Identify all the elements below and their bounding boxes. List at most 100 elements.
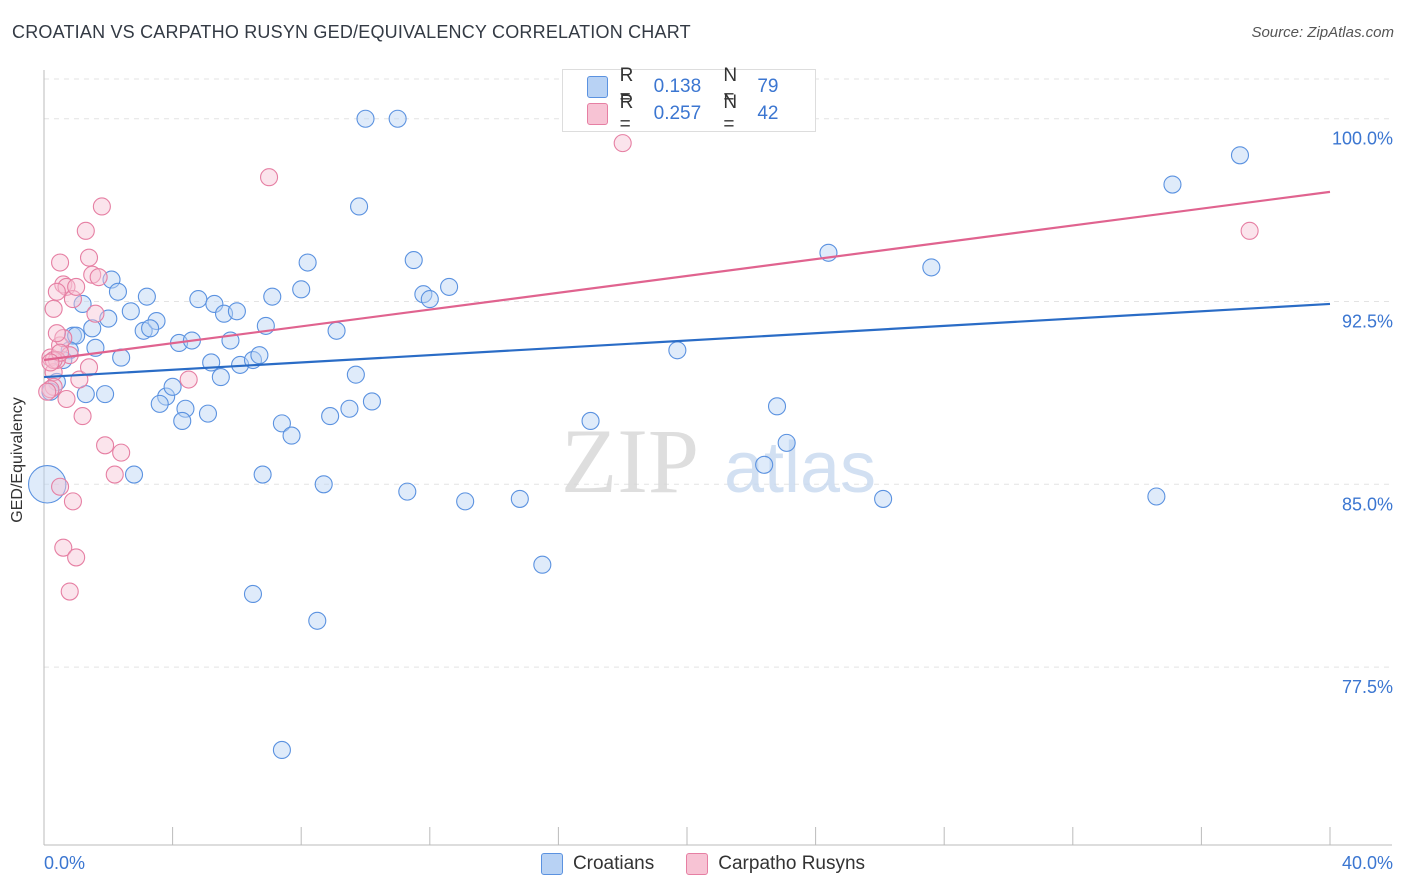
data-points [27,109,1259,760]
carpatho-rusyns-point [96,436,115,455]
legend-item-carpatho-rusyns[interactable]: Carpatho Rusyns [686,851,865,877]
carpatho-rusyns-point [73,407,92,426]
croatians-point [767,397,787,416]
r-value: 0.138 [653,76,702,97]
carpatho-rusyns-point [63,492,82,511]
carpatho-rusyns-point [79,248,99,267]
carpatho-rusyns-point [92,197,111,216]
correlation-legend: R = 0.138 N = 79 R = 0.257 N = 42 [562,65,816,135]
croatians-point [73,294,92,314]
croatians-point [272,414,291,433]
croatians-point [250,346,269,365]
carpatho-rusyns-point [47,282,66,301]
croatians-point [157,387,176,406]
axes [43,70,1392,846]
croatians-point [227,302,246,321]
carpatho-rusyns-point [44,299,63,318]
croatians-point [47,372,66,391]
y-tick-label: 100.0% [1332,129,1393,149]
croatians-point [298,253,317,272]
series-legend: Croatians Carpatho Rusyns [0,851,1406,877]
grid-lines [44,78,1392,668]
croatians-point [404,251,423,270]
croatians-point [346,365,365,384]
legend-label: Croatians [572,853,655,874]
croatians-point [253,465,272,484]
carpatho-rusyns-point [41,380,60,399]
r-label: R = [619,92,634,135]
croatians-point [308,611,327,630]
carpatho-rusyns-point [112,443,131,462]
croatians-point [362,392,381,411]
croatians-point [420,290,439,309]
source-label: Source: ZipAtlas.com [1251,24,1394,41]
carpatho-rusyns-point [47,324,66,343]
carpatho-rusyns-point [105,465,124,484]
carpatho-rusyns-point [60,582,79,601]
croatians-point [356,109,375,128]
n-label: N = [723,92,738,135]
croatians-point [150,394,169,413]
y-tick-label: 85.0% [1342,494,1393,514]
croatians-point [456,492,475,511]
n-value: 42 [757,103,779,124]
carpatho-rusyns-point [67,548,86,567]
croatians-point [173,411,192,430]
croatians-point [668,341,687,360]
croatians-swatch [540,853,563,875]
croatians-point [272,740,291,760]
legend-item-croatians[interactable]: Croatians [540,851,655,877]
croatians-point [189,290,208,309]
carpatho-rusyns-point [89,268,108,287]
carpatho-rusyns-point [1240,221,1259,240]
n-value: 79 [757,76,779,97]
carpatho-rusyns-point [51,477,70,496]
croatians-point [340,399,359,418]
croatians-point [350,197,369,216]
carpatho-rusyns-swatch [587,103,608,125]
croatians-point [388,109,407,128]
croatians-point [137,287,156,306]
carpatho-rusyns-swatch [686,853,709,875]
croatians-point [327,321,346,340]
croatians-point [321,407,340,426]
carpatho-rusyns-point [86,304,105,323]
trend-lines [43,190,1331,379]
croatians-point [83,319,102,338]
croatians-point [147,311,166,331]
carpatho-rusyns-point [41,353,60,372]
legend-label: Carpatho Rusyns [718,853,866,874]
carpatho-rusyns-point [54,538,73,557]
croatians-swatch [587,76,608,98]
carpatho-rusyns-point [57,389,76,409]
legend-row-carpatho-rusyns: R = 0.257 N = 42 [587,92,815,135]
croatians-point [533,555,552,574]
croatians-point [124,465,144,484]
carpatho-rusyns-point [38,382,57,401]
carpatho-rusyns-point [79,358,99,377]
croatians-point [198,404,218,423]
watermark-atlas: atlas [724,428,876,508]
croatians-trend-line [43,302,1331,379]
n-label: N = [723,65,738,108]
carpatho-rusyns-point [67,277,86,296]
croatians-point [282,426,301,445]
croatians-point [27,465,67,504]
carpatho-rusyns-point [613,134,632,153]
croatians-point [440,277,459,296]
croatians-point [510,489,529,508]
croatians-point [581,411,600,430]
chart-title: CROATIAN VS CARPATHO RUSYN GED/EQUIVALEN… [12,22,691,42]
tick-labels: 100.0% 92.5% 85.0% 77.5% 0.0% 40.0% [44,129,1393,873]
croatians-point [211,368,230,387]
y-tick-label: 92.5% [1342,312,1393,332]
watermark-zip: ZIP [561,410,699,512]
croatians-point [398,482,417,501]
croatians-point [874,489,893,508]
x-tick-label: 40.0% [1342,853,1393,873]
croatians-point [96,385,115,404]
croatians-point [263,287,282,306]
croatians-point [205,294,224,314]
legend-row-croatians: R = 0.138 N = 79 [587,65,815,108]
croatians-point [292,280,311,299]
